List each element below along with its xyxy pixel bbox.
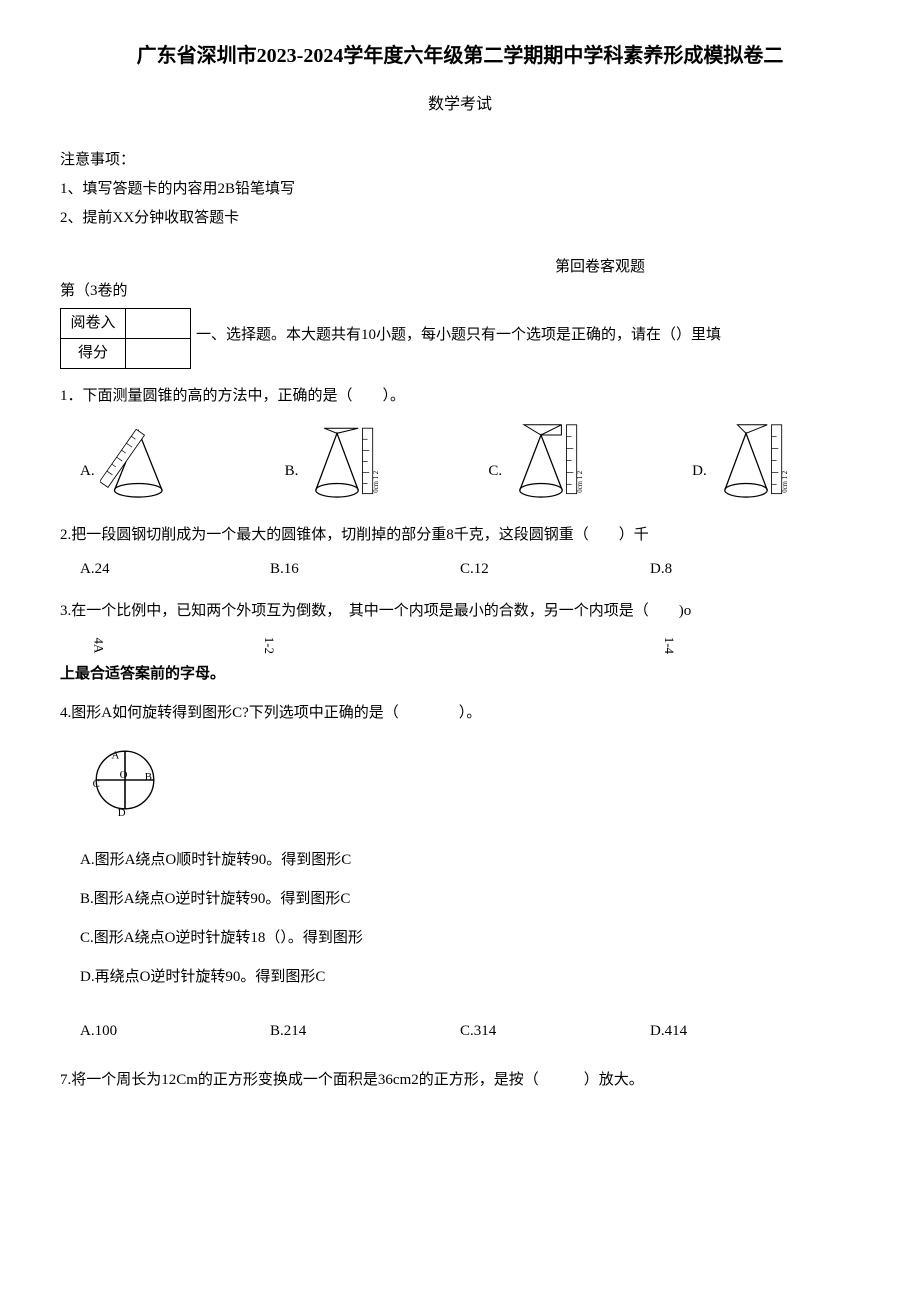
cone-a-icon: [100, 418, 185, 503]
opt-100-a: A.100: [80, 1019, 270, 1043]
opt-100-b: B.214: [270, 1019, 460, 1043]
q2-options: A.24 B.16 C.12 D.8: [80, 557, 840, 581]
sub-instruction: 上最合适答案前的字母。: [60, 662, 860, 686]
svg-text:0cm 1 2: 0cm 1 2: [577, 470, 584, 492]
q1-options: A. B. 0cm 1 2: [80, 418, 860, 503]
volume-row: 阅卷入 得分 一、选择题。本大题共有10小题，每小题只有一个选项是正确的，请在（…: [60, 308, 860, 369]
question-2: 2.把一段圆钢切削成为一个最大的圆锥体，切削掉的部分重8千克，这段圆钢重（ ）千: [60, 523, 860, 547]
q1-option-c: C. 0cm 1 2: [488, 418, 592, 503]
score-cell-blank2: [126, 338, 191, 368]
section-header-objective: 第回卷客观题: [340, 255, 860, 279]
q1-option-b: B. 0cm 1 2: [285, 418, 389, 503]
q2-opt-b: B.16: [270, 557, 460, 581]
cone-d-icon: 0cm 1 2: [712, 418, 797, 503]
notice-item-1: 1、填写答题卡的内容用2B铅笔填写: [60, 177, 860, 201]
exam-subtitle: 数学考试: [60, 92, 860, 118]
q2-opt-d: D.8: [650, 557, 840, 581]
score-cell-score: 得分: [61, 338, 126, 368]
q4-label-c: C: [93, 778, 100, 790]
score-cell-reviewer: 阅卷入: [61, 308, 126, 338]
q1-option-d: D. 0cm 1 2: [692, 418, 797, 503]
q4-opt-c: C.图形A绕点O逆时针旋转18（）。得到图形: [80, 926, 860, 950]
exam-title: 广东省深圳市2023-2024学年度六年级第二学期期中学科素养形成模拟卷二: [60, 40, 860, 72]
q1-opt-b-label: B.: [285, 459, 299, 483]
opt-100-d: D.414: [650, 1019, 840, 1043]
q4-label-o: O: [120, 769, 128, 781]
cone-c-icon: 0cm 1 2: [507, 418, 592, 503]
q4-label-d: D: [118, 807, 126, 819]
question-1: 1．下面测量圆锥的高的方法中，正确的是（ ）。: [60, 384, 860, 408]
q4-opt-a: A.图形A绕点O顺时针旋转90。得到图形C: [80, 848, 860, 872]
q1-option-a: A.: [80, 418, 185, 503]
q2-opt-a: A.24: [80, 557, 270, 581]
svg-text:0cm 1 2: 0cm 1 2: [373, 470, 380, 492]
q3-opt-b: 1-2: [258, 636, 279, 653]
volume-label: 第（3卷的: [60, 279, 860, 303]
score-cell-blank1: [126, 308, 191, 338]
q1-opt-d-label: D.: [692, 459, 707, 483]
q1-opt-c-label: C.: [488, 459, 502, 483]
q3-options: 4A 1-2 1-4: [90, 633, 840, 657]
q3-opt-c: 1-4: [658, 636, 679, 653]
q2-opt-c: C.12: [460, 557, 650, 581]
opt-100-c: C.314: [460, 1019, 650, 1043]
question-4: 4.图形A如何旋转得到图形C?下列选项中正确的是（ ）。: [60, 701, 860, 725]
q1-opt-a-label: A.: [80, 459, 95, 483]
q-options-100: A.100 B.214 C.314 D.414: [80, 1019, 840, 1043]
question-7: 7.将一个周长为12Cm的正方形变换成一个面积是36cm2的正方形，是按（ ）放…: [60, 1068, 860, 1092]
q4-opt-d: D.再绕点O逆时针旋转90。得到图形C: [80, 965, 860, 989]
q4-options: A.图形A绕点O顺时针旋转90。得到图形C B.图形A绕点O逆时针旋转90。得到…: [80, 848, 860, 989]
notice-item-2: 2、提前XX分钟收取答题卡: [60, 206, 860, 230]
cone-b-icon: 0cm 1 2: [303, 418, 388, 503]
section-instruction: 一、选择题。本大题共有10小题，每小题只有一个选项是正确的，请在（）里填: [196, 308, 860, 347]
notice-header: 注意事项：: [60, 148, 860, 172]
svg-text:0cm 1 2: 0cm 1 2: [782, 470, 789, 492]
question-3: 3.在一个比例中，已知两个外项互为倒数， 其中一个内项是最小的合数，另一个内项是…: [60, 599, 860, 623]
score-table: 阅卷入 得分: [60, 308, 191, 369]
q4-label-a: A: [112, 749, 120, 761]
q4-figure: A B C D O: [80, 735, 860, 833]
q4-label-b: B: [145, 771, 152, 783]
q3-opt-a: 4A: [88, 637, 109, 653]
q4-opt-b: B.图形A绕点O逆时针旋转90。得到图形C: [80, 887, 860, 911]
